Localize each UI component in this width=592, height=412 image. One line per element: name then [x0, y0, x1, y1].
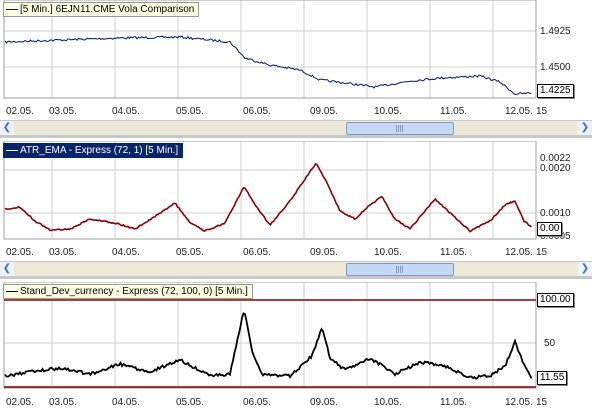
- chevron-right-icon[interactable]: ❯: [578, 121, 592, 135]
- y-label: 1.4500: [540, 62, 571, 73]
- price-pane[interactable]: [5 Min.] 6EJN11.CME Vola Comparison 1.49…: [0, 0, 592, 120]
- pane-divider[interactable]: [0, 277, 592, 279]
- price-chart[interactable]: [0, 0, 592, 120]
- x-label: 10.05.: [374, 397, 402, 408]
- x-label: 05.05.: [176, 397, 204, 408]
- chevron-left-icon[interactable]: ❮: [0, 262, 14, 276]
- horizontal-scrollbar[interactable]: ❮ ❯: [0, 120, 592, 136]
- atr-ema-line: [4, 162, 532, 233]
- atr-ema-chart[interactable]: [0, 141, 592, 261]
- price-legend[interactable]: [5 Min.] 6EJN11.CME Vola Comparison: [3, 2, 200, 17]
- y-label: 0.0010: [540, 208, 571, 219]
- x-label: 06.05.: [243, 247, 271, 258]
- chevron-right-icon[interactable]: ❯: [578, 262, 592, 276]
- grip-icon: [396, 266, 404, 273]
- chevron-left-icon[interactable]: ❮: [0, 121, 14, 135]
- x-label: 03.05.: [49, 397, 77, 408]
- x-label: 15: [536, 247, 548, 258]
- atr-ema-legend[interactable]: ATR_EMA - Express (72, 1) [5 Min.]: [3, 143, 184, 158]
- y-label: 0.0005: [540, 231, 571, 242]
- current-value-badge: 11.55: [537, 371, 568, 385]
- stand-dev-legend[interactable]: Stand_Dev_currency - Express (72, 100, 0…: [3, 284, 253, 299]
- x-label: 09.05.: [310, 247, 338, 258]
- x-label: 09.05.: [310, 106, 338, 117]
- x-label: 11.05.: [440, 247, 468, 258]
- x-label: 02.05.: [6, 106, 34, 117]
- x-label: 02.05.: [6, 247, 34, 258]
- current-value-badge: 0.00: [537, 222, 563, 236]
- y-label: 1.4925: [540, 26, 571, 37]
- scrollbar-thumb[interactable]: [346, 263, 454, 276]
- x-label: 05.05.: [176, 106, 204, 117]
- y-label: 0.0022: [540, 153, 571, 164]
- x-label: 05.05.: [176, 247, 204, 258]
- grip-icon: [396, 125, 404, 132]
- stand-dev-legend-label: Stand_Dev_currency - Express (72, 100, 0…: [20, 286, 248, 297]
- stand-dev-pane[interactable]: Stand_Dev_currency - Express (72, 100, 0…: [0, 282, 592, 412]
- x-label: 12.05.: [505, 247, 533, 258]
- x-label: 10.05.: [374, 106, 402, 117]
- x-label: 06.05.: [243, 106, 271, 117]
- x-label: 11.05.: [440, 106, 468, 117]
- x-label: 03.05.: [49, 247, 77, 258]
- x-label: 12.05.: [505, 106, 533, 117]
- x-label: 04.05.: [112, 397, 140, 408]
- x-label: 10.05.: [374, 247, 402, 258]
- stand-dev-line: [4, 312, 533, 380]
- scrollbar-thumb[interactable]: [346, 122, 454, 135]
- x-label: 15: [536, 106, 548, 117]
- atr-ema-legend-label: ATR_EMA - Express (72, 1) [5 Min.]: [20, 145, 179, 156]
- upper-value-badge: 100.00: [537, 293, 574, 307]
- legend-line-swatch: [6, 149, 18, 151]
- price-line: [4, 35, 532, 95]
- legend-line-swatch: [6, 8, 18, 10]
- x-label: 09.05.: [310, 397, 338, 408]
- x-label: 03.05.: [49, 106, 77, 117]
- x-label: 04.05.: [112, 106, 140, 117]
- legend-line-swatch: [6, 290, 18, 292]
- x-label: 06.05.: [243, 397, 271, 408]
- price-legend-label: [5 Min.] 6EJN11.CME Vola Comparison: [20, 4, 195, 15]
- atr-ema-pane[interactable]: ATR_EMA - Express (72, 1) [5 Min.] 0.002…: [0, 141, 592, 261]
- y-label: 50: [544, 338, 556, 349]
- horizontal-scrollbar[interactable]: ❮ ❯: [0, 261, 592, 277]
- current-value-badge: 1.4225: [537, 84, 574, 98]
- pane-divider[interactable]: [0, 136, 592, 138]
- x-label: 12.05.: [505, 397, 533, 408]
- y-label: 0.0020: [540, 163, 571, 174]
- x-label: 04.05.: [112, 247, 140, 258]
- x-label: 15: [536, 397, 548, 408]
- stand-dev-chart[interactable]: [0, 282, 592, 412]
- x-label: 02.05.: [6, 397, 34, 408]
- x-label: 11.05.: [440, 397, 468, 408]
